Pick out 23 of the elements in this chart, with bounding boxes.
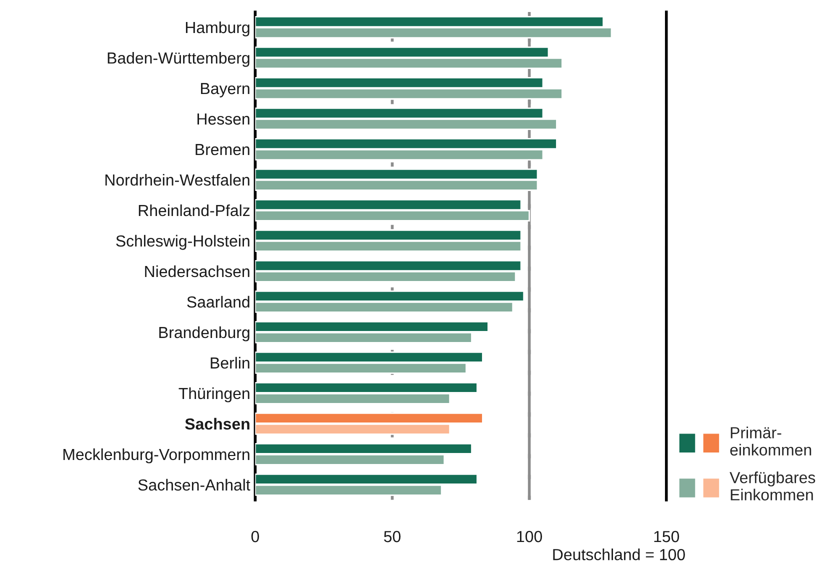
y-tick-label: Bayern (201, 83, 250, 98)
legend-label: Primär- einkommen (730, 426, 812, 456)
x-axis-title: Deutschland = 100 (553, 548, 685, 560)
legend-label: Verfügbares Einkommen (730, 472, 816, 500)
y-tick-label: Mecklenburg-Vorpommern (63, 448, 250, 464)
y-tick-label: Hamburg (186, 21, 250, 36)
x-tick-label: 0 (251, 530, 260, 542)
y-tick-label: Thüringen (178, 387, 250, 402)
y-tick-label: Rheinland-Pfalz (138, 204, 250, 216)
y-tick-label: Sachsen-Anhalt (138, 478, 250, 491)
y-tick-label: Schleswig-Holstein (116, 234, 250, 250)
x-tick-label: 150 (654, 530, 680, 542)
x-tick-label: 50 (384, 530, 401, 542)
y-tick-label: Sachsen (185, 418, 250, 430)
y-tick-label: Nordrhein-Westfalen (105, 174, 250, 186)
y-tick-label: Hessen (198, 114, 250, 125)
x-tick-label: 100 (517, 530, 542, 542)
y-tick-label: Niedersachsen (145, 265, 250, 278)
y-tick-label: Brandenburg (159, 326, 250, 342)
y-tick-label: Baden-Württemberg (108, 52, 250, 67)
y-tick-label: Berlin (210, 356, 250, 369)
y-tick-label: Bremen (196, 144, 250, 156)
y-tick-label: Saarland (187, 296, 250, 308)
